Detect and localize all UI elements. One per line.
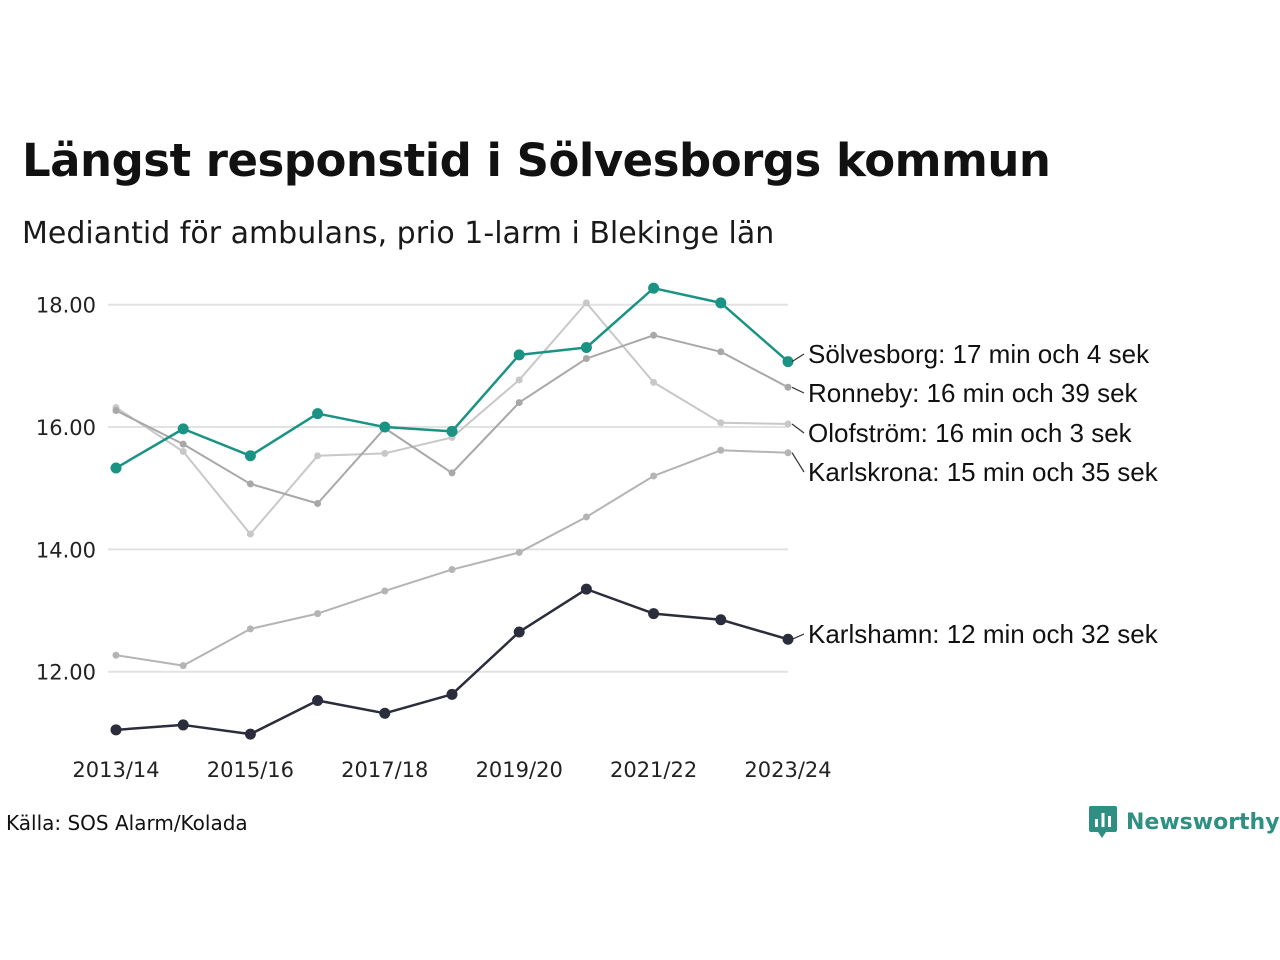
series-line: [115, 587, 789, 736]
data-point: [448, 566, 456, 574]
data-point: [448, 469, 456, 477]
data-point: [177, 423, 189, 435]
data-point: [179, 448, 187, 456]
data-point: [582, 355, 590, 363]
label-leader-line: [791, 452, 805, 473]
data-point: [312, 408, 324, 420]
series-olofstr-m: [112, 299, 792, 538]
series-ronneby: [112, 331, 792, 507]
y-tick-label: 14.00: [36, 538, 96, 562]
data-point: [515, 399, 523, 407]
data-point: [312, 694, 324, 706]
data-point: [110, 462, 122, 474]
data-point: [784, 383, 792, 391]
data-point: [379, 421, 391, 433]
series-lines: [110, 282, 794, 740]
series-karlshamn: [110, 583, 794, 740]
data-point: [580, 583, 592, 595]
x-axis-ticks: 2013/14 2015/16 2017/18 2019/20 2021/22 2023/…: [72, 758, 831, 782]
data-point: [314, 610, 322, 618]
data-point: [244, 450, 256, 462]
data-point: [650, 472, 658, 480]
label-leader-line: [791, 386, 805, 394]
series-end-labels: Olofström: 16 min och 3 sek Karlskrona: 1…: [791, 339, 1159, 649]
series-end-label: Karlshamn: 12 min och 32 sek: [808, 619, 1159, 649]
data-point: [582, 513, 590, 521]
data-point: [112, 651, 120, 659]
data-point: [782, 633, 794, 645]
series-line: [115, 334, 789, 505]
series-line: [115, 301, 789, 536]
x-tick-label: 2021/22: [610, 758, 697, 782]
gridlines: [108, 303, 788, 673]
data-point: [580, 342, 592, 354]
data-point: [782, 356, 794, 368]
series-s-lvesborg: [110, 282, 794, 474]
data-point: [112, 407, 120, 415]
chart-title: Längst responstid i Sölvesborgs kommun: [22, 134, 1051, 187]
data-point: [650, 331, 658, 339]
x-tick-label: 2017/18: [341, 758, 428, 782]
newsworthy-logo-icon: [1089, 806, 1117, 838]
source-note: Källa: SOS Alarm/Kolada: [6, 811, 248, 835]
y-tick-label: 18.00: [36, 294, 96, 318]
data-point: [784, 420, 792, 428]
data-point: [314, 452, 322, 460]
x-tick-label: 2013/14: [72, 758, 159, 782]
data-point: [179, 440, 187, 448]
chart-subtitle: Mediantid för ambulans, prio 1-larm i Bl…: [22, 216, 775, 251]
data-point: [314, 500, 322, 507]
data-point: [179, 662, 187, 670]
series-line: [115, 449, 789, 667]
series-line: [115, 286, 789, 470]
data-point: [717, 446, 725, 454]
data-point: [177, 719, 189, 731]
data-point: [446, 688, 458, 700]
data-point: [648, 608, 660, 620]
y-tick-label: 12.00: [36, 661, 96, 685]
data-point: [784, 449, 792, 457]
data-point: [515, 376, 523, 384]
x-tick-label: 2023/24: [744, 758, 831, 782]
data-point: [717, 419, 725, 427]
label-leader-line: [791, 633, 805, 640]
label-leader-line: [791, 353, 805, 363]
series-karlskrona: [112, 446, 792, 670]
data-point: [246, 530, 254, 538]
data-point: [582, 299, 590, 307]
data-point: [513, 349, 525, 361]
data-point: [244, 728, 256, 740]
label-leader-line: [791, 423, 805, 434]
x-tick-label: 2019/20: [476, 758, 563, 782]
data-point: [110, 724, 122, 736]
series-end-label: Ronneby: 16 min och 39 sek: [808, 378, 1139, 408]
series-end-label: Sölvesborg: 17 min och 4 sek: [808, 339, 1150, 369]
x-tick-label: 2015/16: [207, 758, 294, 782]
series-end-label: Karlskrona: 15 min och 35 sek: [808, 457, 1159, 487]
data-point: [379, 707, 391, 719]
brand-name: Newsworthy: [1126, 809, 1280, 835]
y-axis-ticks: 12.00 14.00 16.00 18.00: [36, 294, 96, 685]
data-point: [515, 548, 523, 556]
data-point: [381, 449, 389, 457]
data-point: [246, 625, 254, 633]
data-point: [650, 378, 658, 386]
data-point: [648, 282, 660, 294]
data-point: [446, 425, 458, 437]
data-point: [513, 626, 525, 638]
data-point: [717, 348, 725, 356]
brand-logo: Newsworthy: [1088, 804, 1280, 840]
series-end-label: Olofström: 16 min och 3 sek: [808, 418, 1133, 448]
data-point: [381, 587, 389, 595]
data-point: [246, 480, 254, 488]
data-point: [715, 297, 727, 309]
y-tick-label: 16.00: [36, 416, 96, 440]
data-point: [715, 614, 727, 626]
